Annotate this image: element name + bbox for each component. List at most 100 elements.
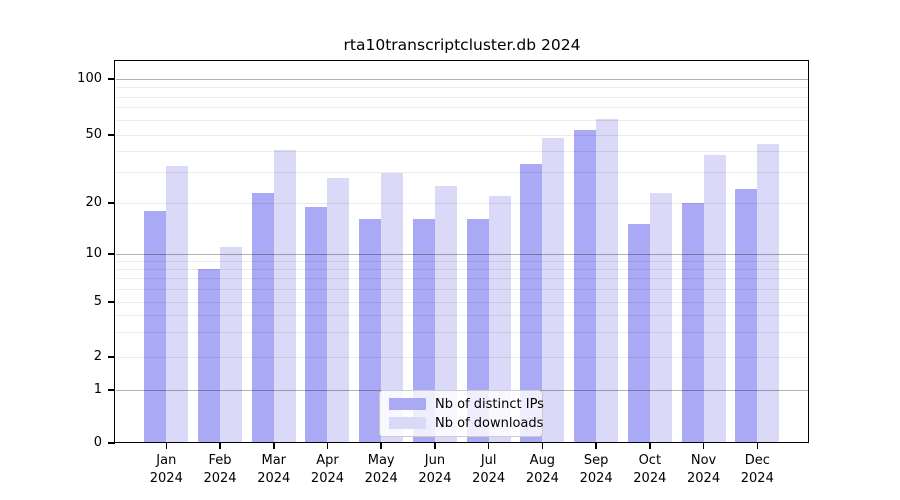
bar-downloads: [757, 144, 780, 443]
year-label: 2024: [364, 470, 398, 486]
y-axis-tick-label: 10: [85, 246, 102, 261]
legend-entry-downloads: Nb of downloads: [389, 416, 543, 431]
grid-line-major: [115, 253, 809, 255]
x-axis-tick-label: May 2024: [349, 452, 413, 487]
month-label: Nov: [690, 453, 717, 468]
legend-label-downloads: Nb of downloads: [435, 415, 544, 431]
year-label: 2024: [310, 470, 345, 486]
x-axis-tick-label: Mar 2024: [242, 452, 306, 487]
grid-line-minor: [115, 172, 809, 174]
bar-distinct-ips: [681, 203, 704, 443]
chart-title: rta10transcriptcluster.db 2024: [343, 36, 581, 54]
grid-line-minor: [115, 119, 809, 121]
grid-line-minor: [115, 107, 809, 109]
year-label: 2024: [257, 470, 291, 486]
bar-downloads: [542, 138, 565, 443]
x-axis-tick-label: Apr 2024: [295, 452, 359, 487]
year-label: 2024: [203, 470, 237, 486]
grid-line-major: [115, 78, 809, 80]
bar-downloads: [381, 172, 404, 443]
y-axis-tick: [108, 301, 115, 303]
bar-distinct-ips: [198, 269, 221, 443]
month-label: Jan: [156, 453, 177, 468]
year-label: 2024: [740, 470, 774, 486]
grid-line-minor: [115, 134, 809, 136]
x-axis-tick: [487, 443, 490, 449]
month-label: Dec: [744, 453, 770, 468]
y-axis-tick: [108, 134, 115, 136]
grid-line-minor: [115, 301, 809, 303]
y-axis-tick-label: 1: [93, 382, 102, 397]
bar-downloads: [649, 192, 672, 443]
legend-label-distinct-ips: Nb of distinct IPs: [435, 396, 544, 412]
year-label: 2024: [633, 470, 667, 486]
x-axis-tick: [165, 443, 168, 449]
legend: Nb of distinct IPs Nb of downloads: [379, 390, 544, 437]
grid-line-minor: [115, 260, 809, 262]
x-axis-tick-label: Feb 2024: [188, 452, 252, 487]
month-label: Feb: [208, 453, 232, 468]
month-label: Sep: [583, 453, 609, 468]
x-axis-tick-label: Jun 2024: [403, 452, 467, 487]
y-axis-tick-label: 20: [85, 195, 102, 210]
year-label: 2024: [418, 470, 452, 486]
x-axis-tick: [649, 443, 651, 449]
x-axis-tick-label: Nov 2024: [672, 452, 736, 487]
x-axis-tick-label: Sep 2024: [564, 452, 628, 487]
x-axis-tick: [380, 443, 382, 449]
x-axis-tick: [702, 443, 705, 449]
year-label: 2024: [525, 470, 559, 486]
bar-distinct-ips: [251, 192, 274, 443]
bar-distinct-ips: [735, 189, 758, 443]
bar-distinct-ips: [574, 130, 597, 443]
x-axis-tick-label: Dec 2024: [725, 452, 789, 487]
x-axis-tick: [326, 443, 329, 449]
x-axis-tick-label: Jul 2024: [457, 452, 521, 487]
bar-distinct-ips: [466, 219, 489, 443]
x-axis-tick-label: Jan 2024: [134, 452, 198, 487]
month-label: Aug: [529, 453, 556, 468]
bar-downloads: [596, 118, 619, 443]
y-axis-tick-label: 100: [77, 71, 102, 86]
year-label: 2024: [149, 470, 183, 486]
month-label: Oct: [638, 453, 662, 468]
year-label: 2024: [687, 470, 721, 486]
x-axis-tick-label: Oct 2024: [618, 452, 682, 487]
bar-downloads: [273, 149, 296, 443]
y-axis-tick-label: 5: [93, 294, 102, 309]
grid-line-minor: [115, 202, 809, 204]
grid-line-minor: [115, 268, 809, 270]
x-axis-tick: [756, 443, 759, 449]
grid-line-minor: [115, 87, 809, 88]
bar-downloads: [488, 195, 511, 443]
y-axis-tick: [108, 253, 115, 255]
bar-downloads: [434, 186, 457, 443]
year-label: 2024: [579, 470, 613, 486]
x-axis-tick: [595, 443, 597, 449]
y-axis-tick: [108, 442, 115, 444]
grid-line-minor: [115, 278, 809, 280]
y-axis-tick-label: 2: [93, 349, 102, 364]
bar-downloads: [166, 165, 189, 443]
y-axis-tick-label: 0: [93, 435, 102, 450]
y-axis-tick: [108, 389, 115, 391]
x-axis-tick: [434, 443, 436, 449]
bar-downloads: [703, 155, 726, 443]
bar-distinct-ips: [144, 210, 167, 443]
x-axis-tick-label: Aug 2024: [510, 452, 574, 487]
x-axis-tick: [541, 443, 544, 449]
month-label: May: [367, 453, 395, 468]
y-axis-tick-label: 50: [85, 127, 102, 142]
grid-line-minor: [115, 151, 809, 153]
legend-entry-distinct-ips: Nb of distinct IPs: [389, 397, 544, 412]
legend-swatch-downloads: [389, 417, 426, 429]
bar-distinct-ips: [520, 163, 543, 443]
grid-line-minor: [115, 314, 809, 316]
grid-line-minor: [115, 356, 809, 358]
x-axis-tick: [219, 443, 221, 449]
grid-line-minor: [115, 96, 809, 98]
bar-distinct-ips: [627, 224, 650, 443]
year-label: 2024: [472, 470, 506, 486]
month-label: Mar: [261, 453, 287, 468]
